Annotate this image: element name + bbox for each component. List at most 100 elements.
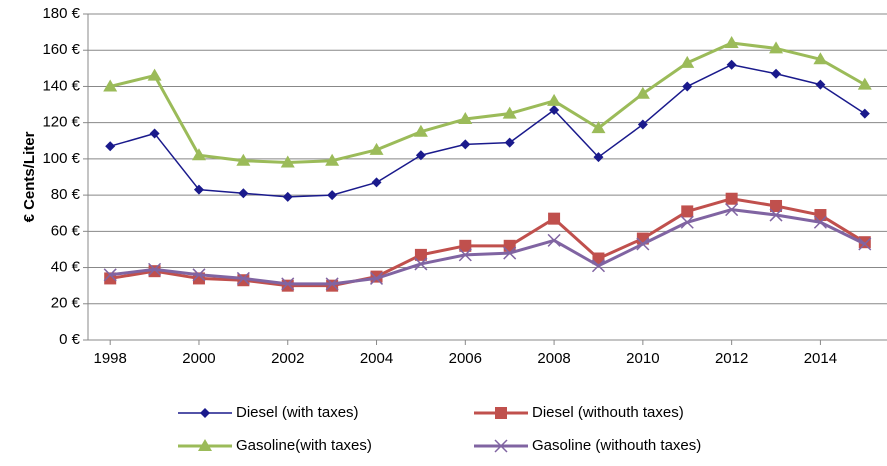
legend-label: Gasoline (withouth taxes)	[532, 437, 701, 454]
x-tick-label: 2006	[449, 350, 482, 367]
marker	[680, 215, 694, 229]
marker	[769, 208, 783, 222]
y-tick-label: 140 €	[42, 77, 80, 94]
marker	[725, 192, 738, 205]
marker	[327, 190, 338, 201]
marker	[192, 268, 206, 282]
marker	[547, 93, 562, 106]
y-tick-label: 40 €	[51, 259, 81, 276]
marker	[503, 239, 516, 252]
marker	[191, 148, 206, 161]
x-tick-label: 2008	[537, 350, 570, 367]
marker	[371, 177, 382, 188]
y-tick-label: 120 €	[42, 114, 80, 131]
y-tick-label: 20 €	[51, 295, 81, 312]
legend-label: Diesel (with taxes)	[236, 404, 359, 421]
marker	[458, 112, 473, 125]
x-tick-label: 2012	[715, 350, 748, 367]
marker	[771, 68, 782, 79]
marker	[813, 215, 827, 229]
marker	[726, 59, 737, 70]
marker	[281, 277, 295, 291]
marker	[325, 277, 339, 291]
marker	[637, 119, 648, 130]
marker	[682, 81, 693, 92]
y-tick-label: 80 €	[51, 186, 81, 203]
marker	[859, 108, 870, 119]
marker	[857, 77, 872, 90]
marker	[103, 79, 118, 92]
marker	[413, 124, 428, 137]
marker	[149, 128, 160, 139]
marker	[148, 265, 161, 278]
marker	[591, 259, 606, 273]
legend-label: Diesel (withouth taxes)	[532, 404, 684, 421]
marker	[547, 233, 561, 247]
y-tick-label: 180 €	[42, 5, 80, 22]
y-tick-label: 160 €	[42, 41, 80, 58]
marker	[193, 184, 204, 195]
x-tick-label: 2004	[360, 350, 393, 367]
marker	[459, 239, 472, 252]
marker	[680, 55, 695, 68]
marker	[592, 252, 605, 265]
series-line	[109, 63, 866, 198]
marker	[103, 268, 117, 282]
marker	[282, 191, 293, 202]
marker	[636, 237, 650, 251]
marker	[504, 137, 515, 148]
marker	[548, 212, 561, 225]
marker	[281, 279, 294, 292]
marker	[236, 271, 250, 285]
x-tick-label: 2014	[804, 350, 837, 367]
series-line	[109, 197, 866, 288]
marker	[369, 142, 384, 155]
series-line	[110, 208, 866, 286]
marker	[503, 246, 517, 260]
y-tick-label: 100 €	[42, 150, 80, 167]
x-tick-label: 2010	[626, 350, 659, 367]
marker	[414, 248, 427, 261]
marker	[326, 279, 339, 292]
marker	[549, 104, 560, 115]
x-tick-label: 1998	[94, 350, 127, 367]
marker	[858, 237, 872, 251]
marker	[236, 153, 251, 166]
marker	[458, 248, 472, 262]
marker	[635, 86, 650, 99]
marker	[681, 205, 694, 218]
series-line	[109, 41, 866, 165]
marker	[238, 188, 249, 199]
marker	[105, 141, 116, 152]
y-tick-label: 0 €	[59, 331, 81, 348]
marker	[815, 79, 826, 90]
marker	[200, 408, 210, 418]
marker	[593, 152, 604, 163]
marker	[725, 203, 739, 217]
marker	[325, 153, 340, 166]
marker	[494, 439, 508, 453]
legend-label: Gasoline(with taxes)	[236, 437, 372, 454]
marker	[591, 121, 606, 134]
marker	[414, 257, 428, 271]
marker	[814, 209, 827, 222]
marker	[147, 68, 162, 81]
x-tick-label: 2002	[271, 350, 304, 367]
marker	[769, 41, 784, 54]
marker	[495, 407, 507, 419]
marker	[724, 35, 739, 48]
marker	[460, 139, 471, 150]
y-axis-label: € Cents/Liter	[21, 131, 38, 222]
marker	[415, 150, 426, 161]
marker	[369, 271, 384, 285]
marker	[858, 236, 871, 249]
x-tick-label: 2000	[182, 350, 215, 367]
marker	[148, 262, 162, 276]
marker	[813, 52, 828, 65]
marker	[502, 106, 517, 119]
y-tick-label: 60 €	[51, 222, 81, 239]
marker	[198, 439, 212, 451]
marker	[280, 155, 295, 168]
marker	[770, 199, 783, 212]
